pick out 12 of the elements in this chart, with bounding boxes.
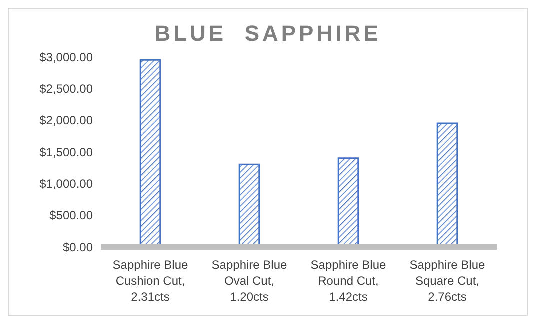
y-tick-label: $2,000.00: [40, 114, 94, 128]
x-tick-label: Sapphire Blue Cushion Cut, 2.31cts: [112, 258, 189, 304]
y-tick-label: $3,000.00: [40, 50, 94, 64]
x-tick-label: Sapphire Blue Oval Cut, 1.20cts: [212, 258, 288, 304]
x-tick-label: Sapphire Blue Square Cut, 2.76cts: [410, 258, 486, 304]
y-tick-label: $2,500.00: [40, 82, 94, 96]
y-tick-label: $1,500.00: [40, 145, 94, 160]
y-tick-label: $500.00: [50, 208, 94, 223]
y-tick-label: $0.00: [62, 240, 94, 254]
chart-title: BLUE SAPPHIRE: [154, 21, 382, 47]
y-tick-label: $1,000.00: [40, 176, 94, 191]
x-tick-label: Sapphire Blue Round Cut, 1.42cts: [310, 258, 387, 304]
